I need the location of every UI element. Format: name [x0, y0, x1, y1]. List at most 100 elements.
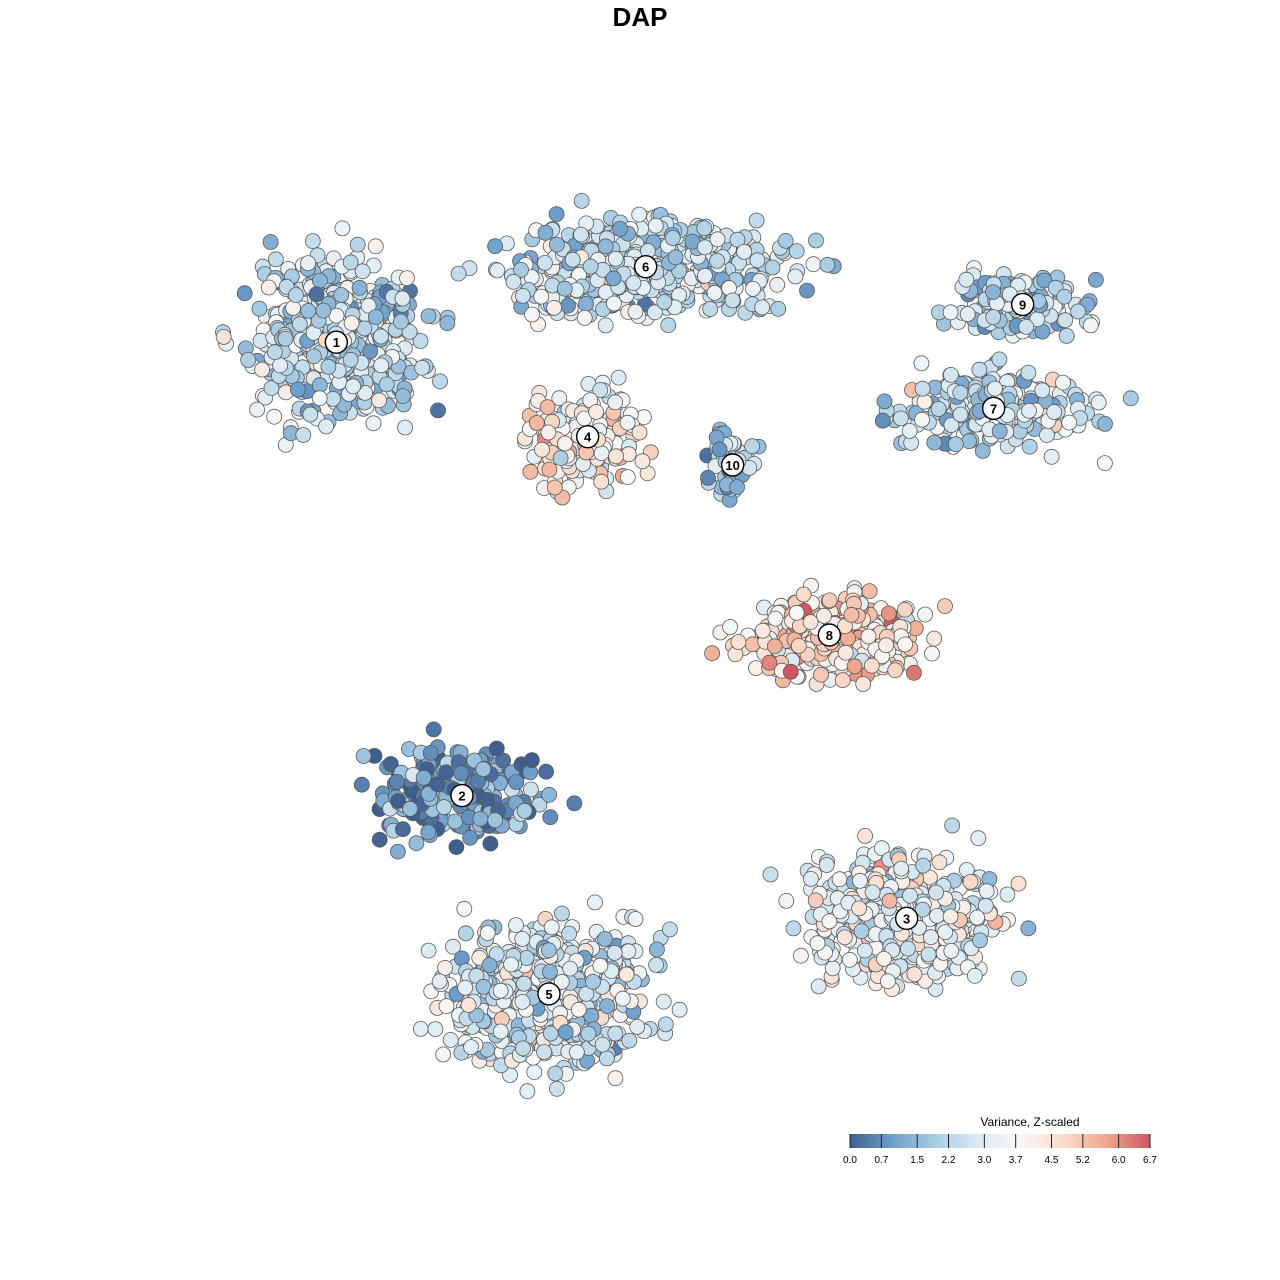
cell-point — [900, 940, 916, 957]
cell-point — [702, 301, 719, 317]
cell-point — [767, 610, 784, 627]
cell-point — [803, 871, 819, 887]
legend-tick-label: 1.5 — [910, 1155, 924, 1166]
cell-point — [754, 622, 771, 639]
cell-point — [809, 935, 826, 952]
cell-point — [816, 608, 832, 624]
cell-point — [906, 966, 923, 983]
cell-point — [978, 883, 995, 900]
cell-point — [916, 393, 933, 410]
cell-point — [657, 1016, 674, 1033]
cell-point — [873, 840, 890, 857]
legend-tick-label: 3.0 — [977, 1155, 991, 1166]
cell-point — [824, 960, 841, 977]
cell-point — [541, 461, 558, 478]
cell-point — [837, 644, 854, 661]
cell-point — [1055, 374, 1071, 391]
cell-point — [249, 401, 266, 418]
cell-point — [453, 765, 470, 782]
cluster-label-text: 1 — [333, 335, 340, 350]
cell-point — [254, 361, 271, 378]
cell-point — [843, 606, 860, 623]
cell-point — [821, 592, 838, 609]
cell-point — [438, 764, 455, 781]
cell-point — [422, 745, 439, 761]
cell-point — [425, 721, 442, 738]
cell-point — [887, 662, 904, 679]
cell-point — [564, 251, 581, 268]
cell-point — [958, 271, 975, 288]
cell-point — [863, 657, 880, 674]
cell-point — [285, 299, 302, 316]
cell-point — [547, 1065, 564, 1082]
cell-point — [342, 254, 359, 271]
cell-point — [748, 212, 765, 229]
cell-point — [864, 884, 881, 901]
cell-point — [394, 290, 411, 307]
cell-point — [557, 1024, 574, 1041]
cell-point — [878, 637, 894, 654]
cell-point — [647, 217, 664, 234]
cell-point — [412, 333, 429, 349]
cell-point — [700, 469, 716, 486]
cell-point — [442, 1032, 459, 1048]
cell-point — [706, 284, 723, 301]
cell-point — [578, 296, 594, 312]
cell-point — [709, 252, 725, 269]
cell-point — [607, 394, 624, 411]
cell-point — [915, 857, 932, 874]
cell-point — [754, 299, 771, 316]
cell-point — [777, 232, 794, 249]
cell-point — [972, 932, 988, 949]
cell-point — [874, 412, 891, 429]
cell-point — [999, 886, 1016, 903]
cell-point — [813, 666, 829, 683]
cell-point — [853, 923, 870, 940]
cell-point — [402, 800, 419, 817]
cell-point — [438, 998, 455, 1014]
cell-point — [787, 268, 804, 285]
cell-point — [625, 275, 642, 292]
cell-point — [487, 238, 504, 255]
cell-point — [262, 234, 279, 250]
cell-point — [1034, 382, 1051, 399]
cell-point — [914, 411, 930, 428]
cell-point — [970, 830, 987, 847]
cell-point — [831, 871, 848, 888]
cell-point — [892, 410, 909, 427]
cell-point — [552, 450, 569, 467]
cell-point — [481, 957, 498, 973]
cell-point — [576, 309, 593, 326]
cell-point — [378, 376, 395, 393]
cell-point — [629, 1019, 646, 1035]
cell-point — [860, 628, 877, 645]
cell-point — [236, 285, 253, 302]
cell-point — [967, 967, 983, 984]
cell-point — [897, 636, 913, 653]
cell-point — [541, 786, 557, 803]
cell-point — [475, 761, 492, 778]
cell-point — [1090, 394, 1107, 411]
cell-point — [436, 799, 452, 815]
cell-point — [667, 249, 684, 266]
cell-point — [761, 654, 778, 671]
cell-point — [508, 774, 525, 790]
cell-point — [542, 964, 558, 980]
cell-point — [607, 250, 624, 267]
cell-point — [808, 232, 824, 249]
cell-point — [531, 796, 548, 813]
cell-point — [432, 373, 448, 390]
cell-point — [414, 359, 431, 376]
cell-point — [457, 925, 474, 942]
cell-point — [802, 614, 819, 630]
cell-point — [1097, 415, 1113, 432]
cell-point — [1018, 318, 1035, 335]
cell-point — [300, 302, 317, 319]
cell-point — [523, 781, 539, 798]
cell-point — [587, 894, 603, 911]
cell-point — [671, 1001, 688, 1018]
cell-point — [790, 638, 807, 654]
cell-point — [897, 601, 913, 618]
cell-point — [353, 776, 370, 793]
color-legend: Variance, Z-scaled 0.0 0.7 1.5 2.2 3.0 3.7 4.5… — [843, 1115, 1157, 1166]
